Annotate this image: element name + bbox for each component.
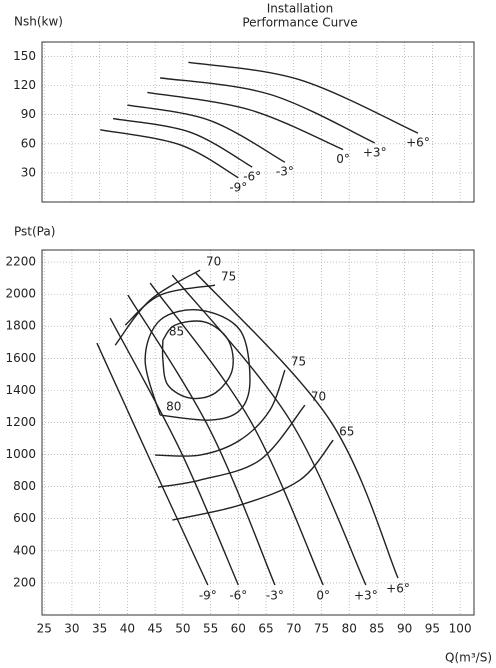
power-curve — [147, 91, 344, 151]
efficiency-contour — [161, 320, 234, 400]
power-curve-label: -6° — [243, 170, 261, 184]
y-tick-label: 150 — [13, 49, 36, 63]
power-curve-label: -3° — [276, 165, 294, 179]
efficiency-contour — [124, 284, 216, 326]
pressure-curve — [127, 294, 276, 586]
y-tick-label: 60 — [21, 136, 36, 150]
x-tick-label: 80 — [342, 622, 357, 636]
efficiency-contour-label: 75 — [221, 270, 236, 284]
y-tick-label: 800 — [13, 479, 36, 493]
x-tick-label: 75 — [314, 622, 329, 636]
x-tick-label: 70 — [286, 622, 301, 636]
power-curve — [112, 117, 253, 168]
y-tick-label: 1400 — [5, 383, 36, 397]
power-curve — [188, 61, 419, 134]
x-tick-label: 45 — [147, 622, 162, 636]
y-axis-label: Pst(Pa) — [14, 225, 55, 239]
power-curve-label: -9° — [229, 180, 247, 194]
efficiency-contour — [114, 269, 201, 346]
x-tick-label: 50 — [175, 622, 190, 636]
efficiency-contour — [157, 404, 306, 488]
chart-title: Installation — [267, 2, 333, 16]
x-tick-label: 90 — [397, 622, 412, 636]
efficiency-contour — [155, 369, 286, 457]
efficiency-contour — [144, 309, 251, 421]
x-tick-label: 85 — [369, 622, 384, 636]
pressure-curve-label: -3° — [266, 588, 284, 602]
pressure-curve-label: -6° — [229, 588, 247, 602]
efficiency-contour-label: 70 — [206, 255, 221, 269]
pressure-curve — [171, 274, 367, 586]
power-curve — [100, 129, 239, 179]
x-tick-label: 65 — [258, 622, 273, 636]
power-curve-label: +3° — [363, 145, 387, 159]
efficiency-contour-label: 65 — [339, 425, 354, 439]
y-tick-label: 90 — [21, 107, 36, 121]
efficiency-contour — [172, 439, 334, 521]
plot-frame — [41, 41, 475, 203]
x-tick-label: 100 — [449, 622, 472, 636]
y-tick-label: 200 — [13, 575, 36, 589]
efficiency-contour-label: 70 — [311, 390, 326, 404]
x-tick-label: 35 — [92, 622, 107, 636]
pressure-curve-label: +3° — [354, 588, 378, 602]
y-tick-label: 400 — [13, 543, 36, 557]
x-tick-label: 30 — [64, 622, 79, 636]
pressure-curve — [194, 271, 399, 579]
x-tick-label: 95 — [425, 622, 440, 636]
plot-frame — [41, 249, 475, 616]
y-axis-label: Nsh(kw) — [14, 15, 63, 29]
pressure-curve-label: -9° — [199, 588, 217, 602]
y-tick-label: 30 — [21, 165, 36, 179]
pressure-curve — [149, 282, 324, 586]
y-tick-label: 2200 — [5, 255, 36, 269]
y-tick-label: 2000 — [5, 287, 36, 301]
pressure-curve — [109, 317, 239, 586]
chart-subtitle: Performance Curve — [242, 16, 357, 30]
x-axis-label: Q(m³/S) — [445, 651, 492, 665]
y-tick-label: 600 — [13, 511, 36, 525]
y-tick-label: 1000 — [5, 447, 36, 461]
power-curve-label: +6° — [406, 136, 430, 150]
efficiency-contour-label: 75 — [291, 355, 306, 369]
y-tick-label: 1200 — [5, 415, 36, 429]
power-curve-label: 0° — [336, 152, 350, 166]
y-tick-label: 120 — [13, 78, 36, 92]
power-curve — [127, 104, 286, 163]
pressure-curve-label: 0° — [316, 588, 330, 602]
x-tick-label: 55 — [203, 622, 218, 636]
x-tick-label: 40 — [120, 622, 135, 636]
pressure-curve-label: +6° — [386, 582, 410, 596]
pressure-curve — [96, 342, 209, 586]
y-tick-label: 1600 — [5, 351, 36, 365]
efficiency-contour-label: 80 — [166, 400, 181, 414]
x-tick-label: 25 — [37, 622, 52, 636]
y-tick-label: 1800 — [5, 319, 36, 333]
x-tick-label: 60 — [231, 622, 246, 636]
efficiency-contour-label: 85 — [169, 325, 184, 339]
power-curve — [160, 77, 376, 144]
